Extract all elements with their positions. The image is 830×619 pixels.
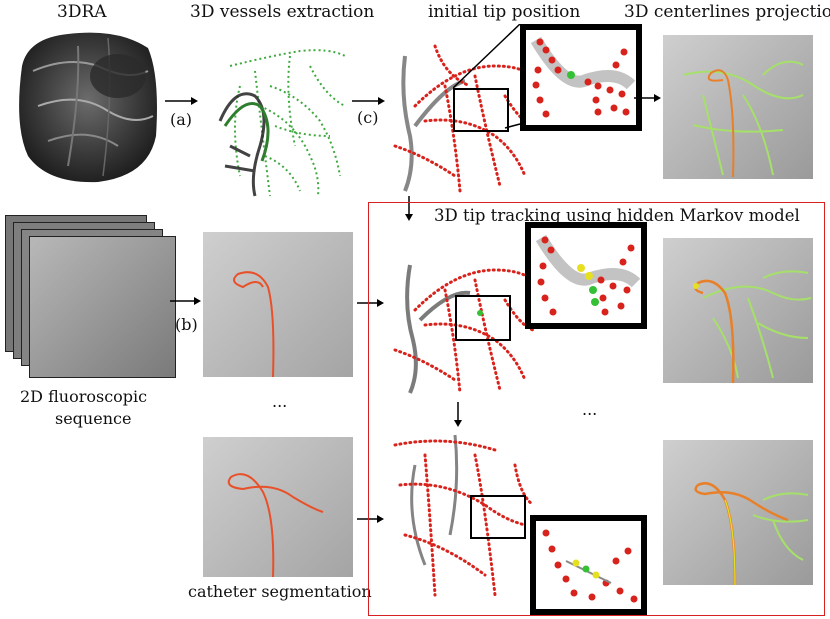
arrow-to-projection	[634, 92, 662, 104]
tracking-frame	[368, 202, 825, 616]
label-a: (a)	[170, 110, 193, 129]
dra-volume-render	[8, 26, 163, 186]
ellipsis-middle: ...	[272, 392, 288, 411]
title-centerline-projection: 3D centerlines projection	[624, 2, 830, 22]
projection-image-step-2	[663, 440, 813, 585]
initial-tip-zoom	[520, 24, 642, 131]
title-vessel-extraction: 3D vessels extraction	[190, 2, 375, 22]
projection-image-step-1	[663, 238, 813, 383]
arrow-down-initial-to-tracking	[403, 196, 415, 222]
arrow-b	[170, 295, 202, 307]
label-fluoro-line1: 2D fluoroscopic	[20, 387, 148, 406]
label-c: (c)	[357, 108, 379, 127]
label-b: (b)	[175, 315, 198, 334]
tracking-vessels-step-2	[385, 425, 535, 600]
title-initial-tip: initial tip position	[428, 2, 581, 22]
arrow-c	[352, 95, 386, 107]
tracking-roi-box-1	[455, 295, 511, 341]
tracking-roi-box-2	[470, 495, 526, 539]
ellipsis-right: ...	[582, 400, 598, 419]
title-3dra: 3DRA	[57, 2, 107, 22]
catheter-segmentation-frame-2	[203, 437, 353, 577]
title-tip-tracking: 3D tip tracking using hidden Markov mode…	[434, 206, 800, 225]
arrow-down-tracking	[452, 402, 464, 428]
catheter-segmentation-frame-1	[203, 232, 353, 377]
arrow-a	[165, 95, 199, 107]
arrow-to-tracking-1	[357, 297, 385, 309]
label-fluoro-line2: sequence	[55, 409, 132, 428]
arrow-to-tracking-2	[357, 513, 385, 525]
tracking-zoom-2	[530, 515, 647, 615]
vessel-tree-extraction	[200, 26, 350, 201]
initial-tip-roi-box	[453, 88, 509, 132]
fluoroscopic-sequence-stack	[5, 215, 177, 380]
initial-tip-zoom-connector	[453, 24, 521, 129]
label-catheter-segmentation: catheter segmentation	[188, 582, 372, 601]
tracking-zoom-1	[525, 222, 647, 329]
projection-image-top	[663, 35, 813, 179]
